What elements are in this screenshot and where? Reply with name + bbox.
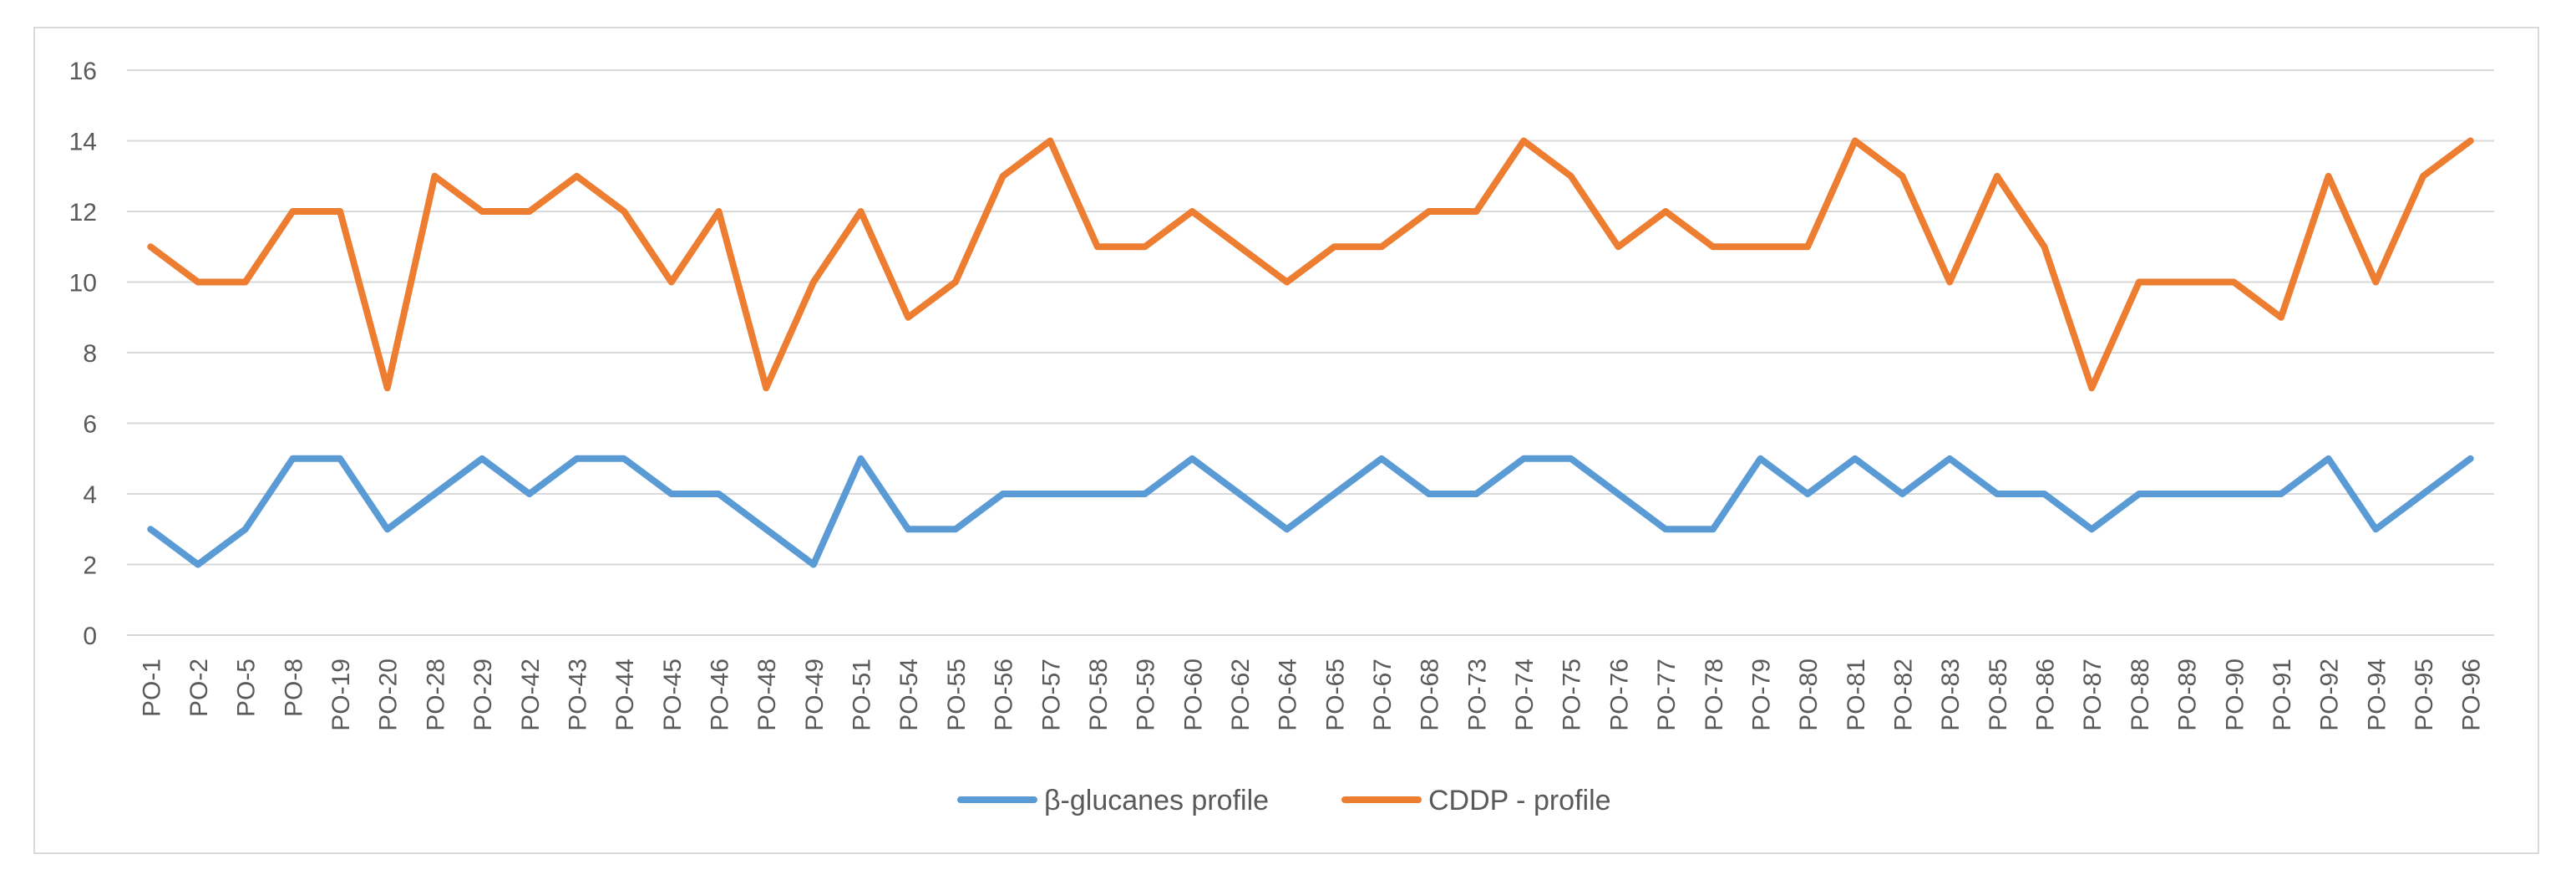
y-axis-tick-labels: 0 2 4 6 8 10 12 14 16 — [69, 58, 97, 650]
x-tick-label: PO-46 — [707, 659, 734, 731]
x-tick-label: PO-95 — [2411, 659, 2438, 731]
y-tick-label: 4 — [83, 481, 97, 509]
gridlines — [127, 69, 2494, 636]
x-tick-label: PO-82 — [1890, 659, 1918, 731]
x-tick-label: PO-92 — [2316, 659, 2344, 731]
x-tick-label: PO-90 — [2221, 659, 2249, 731]
x-tick-label: PO-43 — [564, 659, 591, 731]
x-tick-label: PO-94 — [2363, 659, 2391, 731]
x-tick-label: PO-81 — [1843, 659, 1870, 731]
x-tick-label: PO-57 — [1037, 659, 1065, 731]
x-tick-label: PO-55 — [943, 659, 971, 731]
series-lines — [147, 137, 2474, 568]
x-tick-label: PO-75 — [1559, 659, 1586, 731]
x-tick-label: PO-49 — [801, 659, 829, 731]
x-tick-label: PO-1 — [138, 659, 165, 717]
y-tick-label: 16 — [69, 58, 97, 85]
x-tick-label: PO-44 — [611, 659, 639, 731]
x-tick-label: PO-91 — [2269, 659, 2296, 731]
x-tick-label: PO-28 — [422, 659, 449, 731]
y-tick-label: 10 — [69, 270, 97, 298]
y-tick-label: 14 — [69, 129, 97, 156]
x-tick-label: PO-29 — [469, 659, 497, 731]
y-tick-label: 8 — [83, 340, 97, 368]
series-line-2 — [147, 137, 2474, 392]
x-tick-label: PO-19 — [327, 659, 355, 731]
x-tick-label: PO-96 — [2458, 659, 2486, 731]
x-tick-label: PO-76 — [1605, 659, 1633, 731]
x-tick-label: PO-20 — [375, 659, 403, 731]
legend-label-1: β-glucanes profile — [1044, 785, 1269, 816]
legend-label-2: CDDP - profile — [1428, 785, 1611, 816]
chart-area — [33, 27, 2539, 854]
x-tick-label: PO-78 — [1701, 659, 1728, 731]
series-line-1 — [147, 455, 2474, 568]
x-tick-label: PO-59 — [1133, 659, 1160, 731]
y-tick-label: 12 — [69, 199, 97, 226]
y-tick-label: 0 — [83, 623, 97, 650]
x-tick-label: PO-42 — [517, 659, 545, 731]
x-tick-label: PO-85 — [1985, 659, 2012, 731]
x-tick-label: PO-8 — [280, 659, 307, 717]
x-tick-label: PO-88 — [2127, 659, 2154, 731]
x-tick-label: PO-56 — [991, 659, 1018, 731]
x-axis-tick-labels: PO-1 PO-2 PO-5 PO-8 PO-19 PO-20 PO-28 PO-29 PO-4… — [138, 659, 2485, 731]
x-tick-label: PO-67 — [1369, 659, 1397, 731]
x-tick-label: PO-74 — [1511, 659, 1539, 731]
x-tick-label: PO-5 — [233, 659, 261, 717]
x-tick-label: PO-80 — [1795, 659, 1823, 731]
x-tick-label: PO-62 — [1227, 659, 1255, 731]
legend: β-glucanes profile CDDP - profile — [957, 785, 1611, 816]
y-tick-label: 2 — [83, 552, 97, 580]
x-tick-label: PO-86 — [2032, 659, 2060, 731]
x-tick-label: PO-87 — [2079, 659, 2107, 731]
x-tick-label: PO-65 — [1321, 659, 1349, 731]
x-tick-label: PO-51 — [849, 659, 876, 731]
x-tick-label: PO-68 — [1417, 659, 1444, 731]
x-tick-label: PO-79 — [1747, 659, 1775, 731]
x-tick-label: PO-2 — [185, 659, 213, 717]
x-tick-label: PO-48 — [753, 659, 781, 731]
x-tick-label: PO-45 — [659, 659, 687, 731]
x-tick-label: PO-83 — [1937, 659, 1965, 731]
x-tick-label: PO-54 — [895, 659, 923, 731]
x-tick-label: PO-89 — [2174, 659, 2202, 731]
x-tick-label: PO-58 — [1085, 659, 1113, 731]
x-tick-label: PO-60 — [1179, 659, 1207, 731]
y-tick-label: 6 — [83, 411, 97, 439]
x-tick-label: PO-73 — [1463, 659, 1491, 731]
x-tick-label: PO-64 — [1275, 659, 1302, 731]
x-tick-label: PO-77 — [1653, 659, 1681, 731]
